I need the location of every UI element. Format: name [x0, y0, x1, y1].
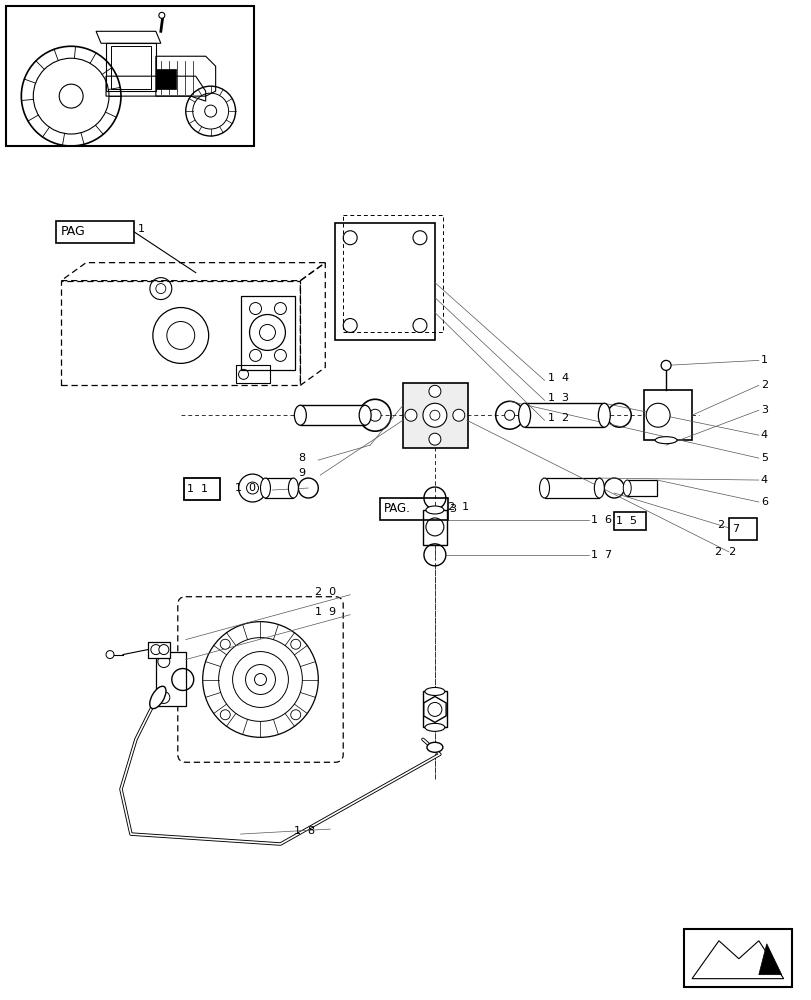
Bar	[423, 691, 446, 727]
Circle shape	[428, 385, 440, 397]
Text: 2  1: 2 1	[448, 502, 469, 512]
Bar	[683, 929, 791, 987]
Circle shape	[247, 482, 258, 494]
Bar	[335, 223, 435, 340]
Circle shape	[157, 656, 169, 668]
Text: 8: 8	[298, 453, 305, 463]
Circle shape	[646, 403, 669, 427]
Bar	[626, 480, 656, 496]
Bar	[235, 365, 270, 383]
Ellipse shape	[623, 480, 630, 496]
Text: 1  7: 1 7	[590, 550, 611, 560]
Circle shape	[151, 645, 161, 655]
Circle shape	[290, 710, 300, 720]
Circle shape	[453, 409, 464, 421]
Polygon shape	[757, 944, 781, 975]
Text: PAG: PAG	[61, 225, 86, 238]
Circle shape	[220, 710, 230, 720]
Text: 7: 7	[731, 524, 738, 534]
Ellipse shape	[424, 723, 444, 731]
Bar	[300, 405, 365, 425]
Text: PAG.: PAG.	[384, 502, 410, 515]
Bar	[265, 478, 293, 498]
Circle shape	[290, 639, 300, 649]
Text: 1  8: 1 8	[294, 826, 315, 836]
Text: 1  5: 1 5	[616, 516, 637, 526]
Ellipse shape	[654, 437, 676, 444]
Text: 1: 1	[138, 224, 144, 234]
Text: 4: 4	[760, 430, 767, 440]
Bar	[148, 642, 169, 658]
Bar	[728, 518, 756, 540]
Bar	[56, 221, 134, 243]
Ellipse shape	[358, 405, 371, 425]
Bar	[380, 498, 448, 520]
Circle shape	[660, 360, 670, 370]
Circle shape	[504, 410, 514, 420]
Circle shape	[159, 645, 169, 655]
Ellipse shape	[426, 506, 444, 514]
Text: 2: 2	[760, 380, 767, 390]
Circle shape	[220, 639, 230, 649]
Ellipse shape	[288, 478, 298, 498]
Text: 1: 1	[760, 355, 767, 365]
Bar	[240, 296, 295, 370]
Text: 2  2: 2 2	[714, 547, 736, 557]
Text: 3: 3	[760, 405, 767, 415]
Circle shape	[106, 651, 114, 659]
Ellipse shape	[427, 742, 442, 752]
Ellipse shape	[149, 686, 165, 709]
Ellipse shape	[260, 478, 270, 498]
Text: 1  1: 1 1	[187, 484, 208, 494]
Bar	[643, 390, 691, 440]
Bar	[6, 6, 253, 146]
Text: 1  0: 1 0	[234, 483, 255, 493]
Polygon shape	[156, 69, 175, 89]
Circle shape	[423, 403, 446, 427]
Circle shape	[369, 409, 380, 421]
Circle shape	[238, 474, 266, 502]
Ellipse shape	[539, 478, 549, 498]
Text: 9: 9	[298, 468, 305, 478]
Bar	[402, 383, 467, 448]
Text: 4: 4	[760, 475, 767, 485]
Bar	[544, 478, 599, 498]
Text: 5: 5	[760, 453, 767, 463]
Ellipse shape	[594, 478, 603, 498]
Text: 2: 2	[716, 520, 723, 530]
Text: 1  2: 1 2	[547, 413, 568, 423]
Circle shape	[426, 518, 444, 536]
Ellipse shape	[424, 687, 444, 695]
Bar	[423, 510, 446, 545]
Circle shape	[428, 433, 440, 445]
Bar	[614, 512, 646, 530]
Bar	[156, 652, 186, 706]
Circle shape	[405, 409, 417, 421]
Text: 3: 3	[448, 504, 455, 514]
Bar	[524, 403, 603, 427]
Circle shape	[159, 12, 165, 18]
Text: 2  0: 2 0	[315, 587, 336, 597]
Circle shape	[157, 691, 169, 703]
Text: 6: 6	[760, 497, 767, 507]
Text: 1  6: 1 6	[590, 515, 611, 525]
Circle shape	[427, 702, 441, 716]
Ellipse shape	[518, 403, 530, 427]
Ellipse shape	[294, 405, 306, 425]
Ellipse shape	[598, 403, 610, 427]
Text: 1  4: 1 4	[547, 373, 568, 383]
Text: 1  3: 1 3	[547, 393, 568, 403]
Text: 1  9: 1 9	[315, 607, 336, 617]
Bar	[183, 478, 219, 500]
